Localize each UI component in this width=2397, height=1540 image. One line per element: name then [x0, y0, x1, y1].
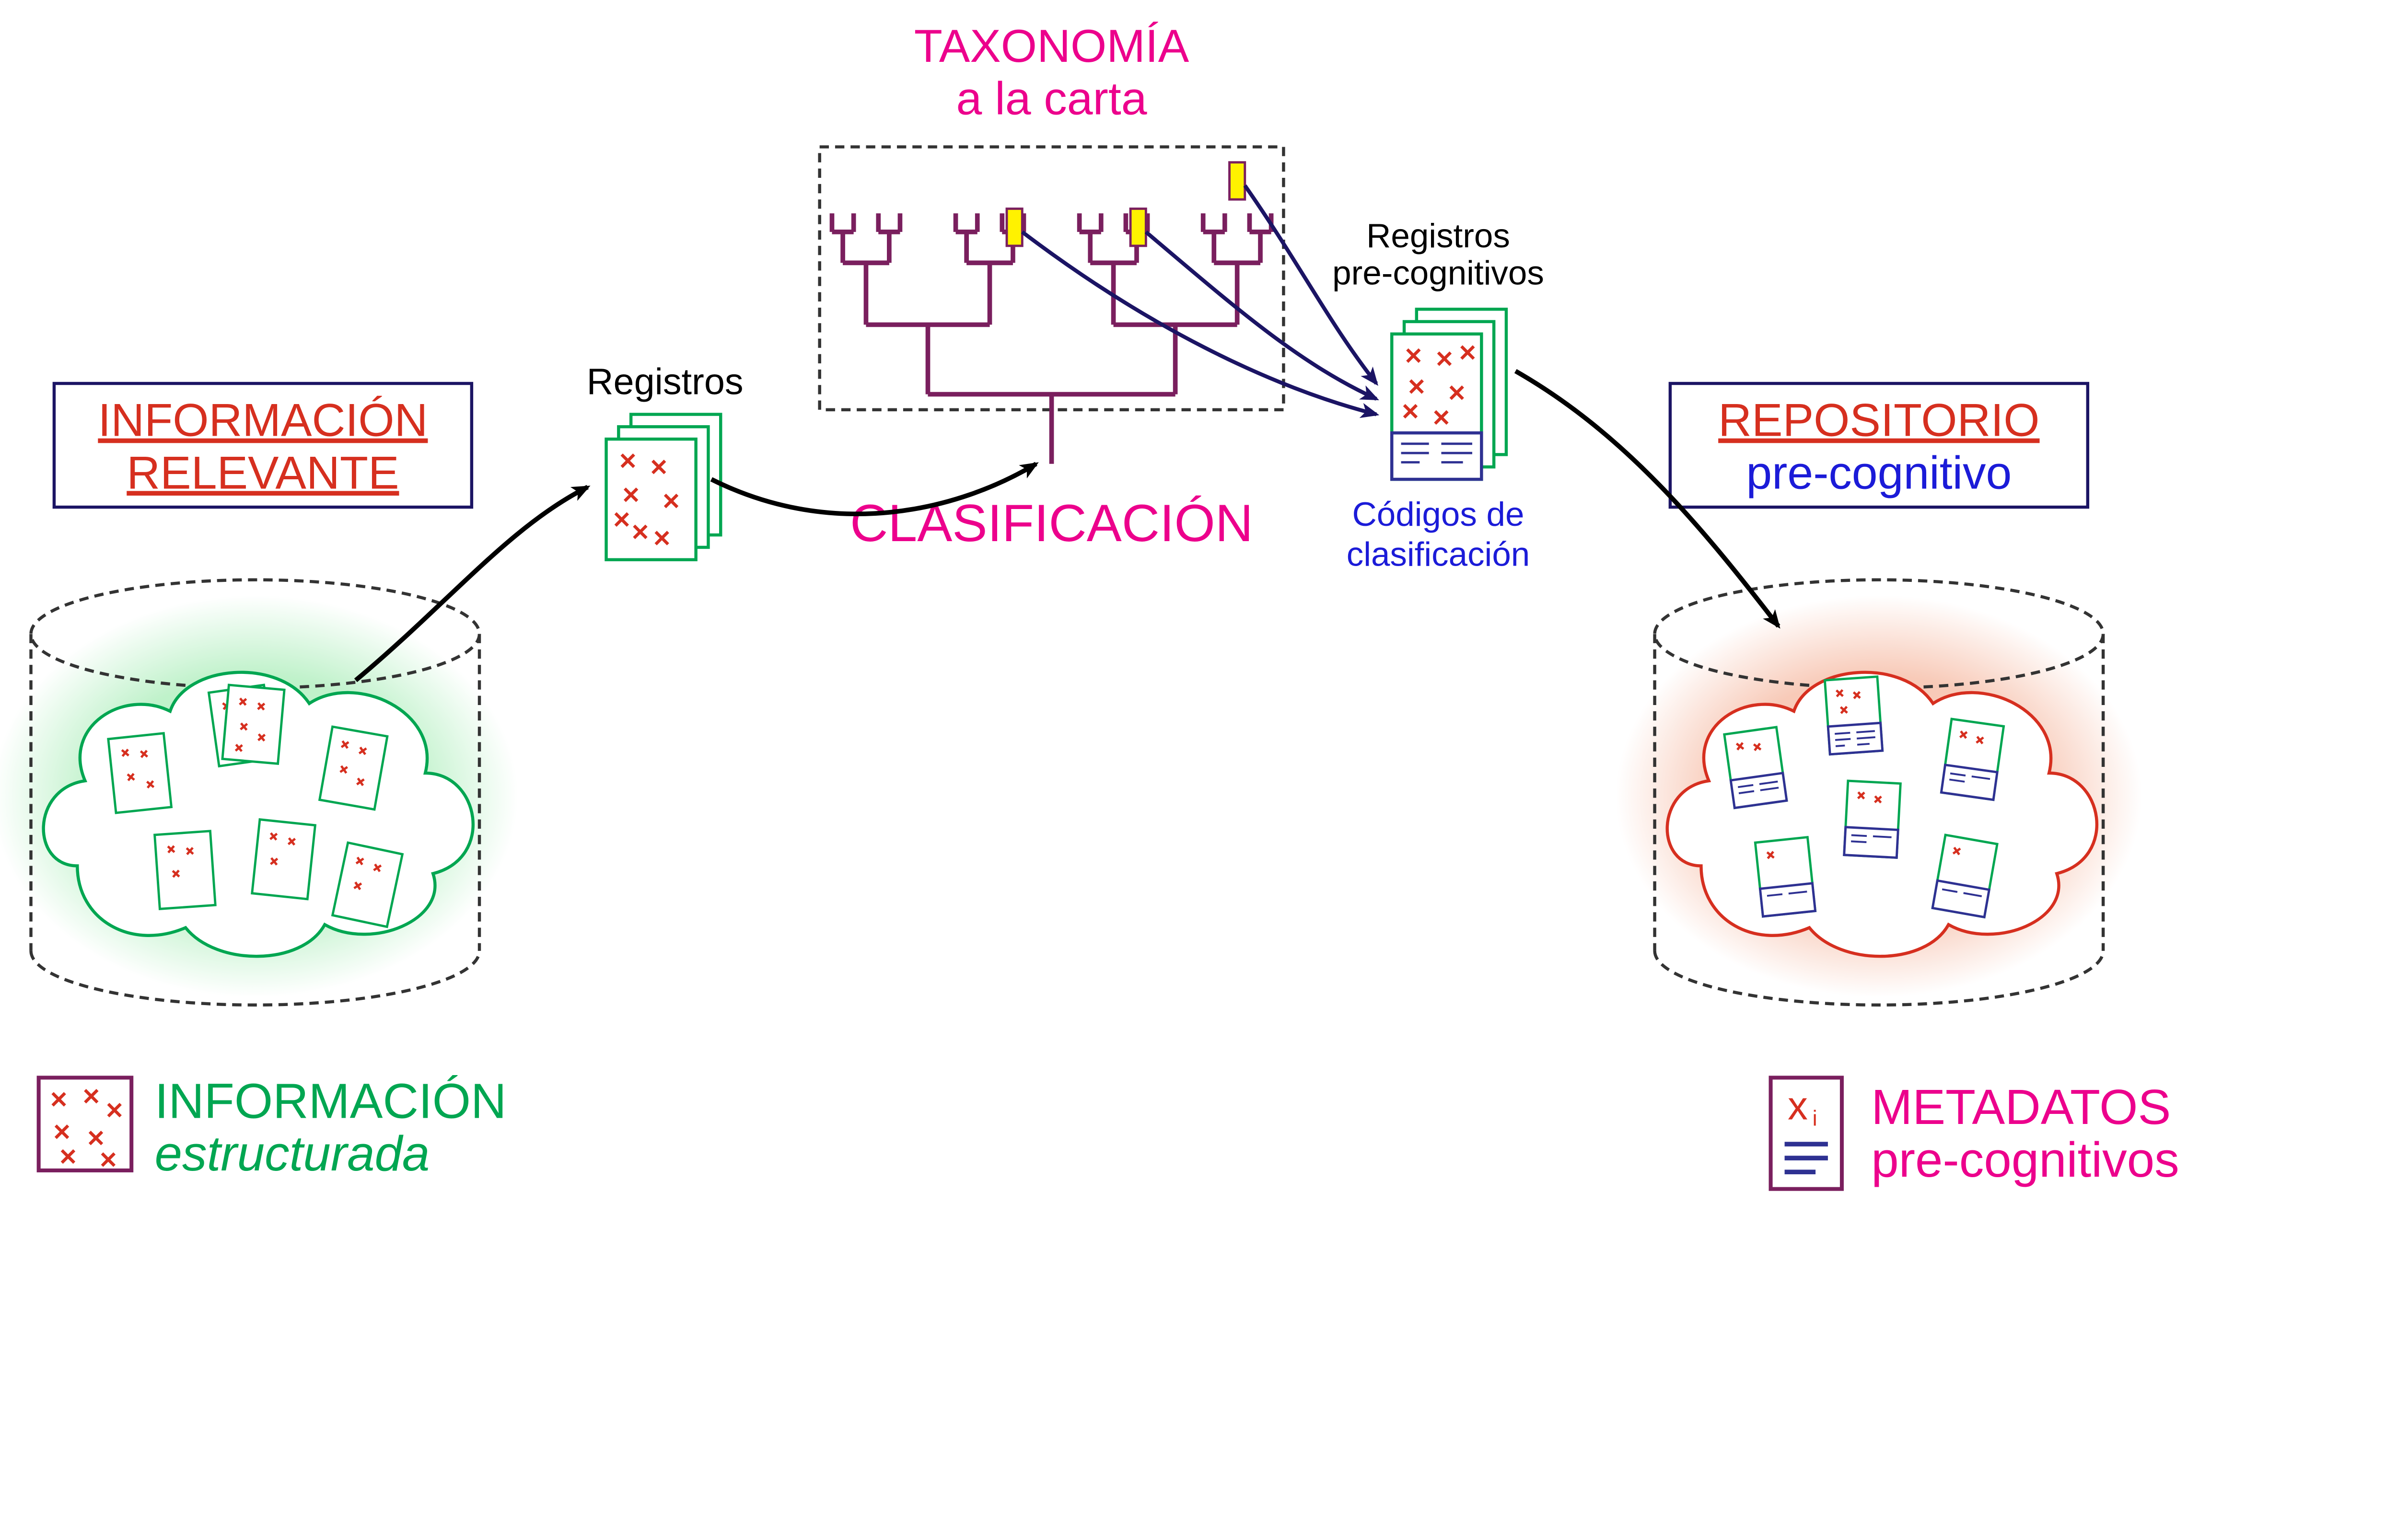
left-box-line2: RELEVANTE	[127, 446, 399, 498]
registros-pre-stack	[1392, 309, 1506, 479]
taxonomy-box	[820, 147, 1284, 409]
codigos-label: Códigos de clasificación	[1347, 496, 1530, 574]
svg-text:pre-cognitivos: pre-cognitivos	[1332, 255, 1544, 292]
registros-pre-label: Registros pre-cognitivos	[1332, 217, 1544, 292]
legend-right: x i METADATOS pre-cognitivos	[1771, 1077, 2179, 1189]
diagram-root: INFORMACIÓN RELEVANTE REPOSITORIO pre-co…	[0, 0, 2397, 1268]
svg-text:pre-cognitivos: pre-cognitivos	[1871, 1132, 2179, 1187]
svg-text:a la carta: a la carta	[956, 72, 1147, 125]
svg-text:estructurada: estructurada	[155, 1126, 430, 1181]
legend-left: INFORMACIÓN estructurada	[39, 1073, 507, 1181]
svg-text:TAXONOMÍA: TAXONOMÍA	[914, 20, 1189, 72]
svg-text:clasificación: clasificación	[1347, 536, 1530, 574]
svg-text:Códigos de: Códigos de	[1352, 496, 1524, 533]
taxonomia-title: TAXONOMÍA a la carta	[914, 20, 1189, 125]
right-box-line2: pre-cognitivo	[1746, 446, 2012, 498]
left-label-box: INFORMACIÓN RELEVANTE	[54, 383, 472, 507]
taxonomy-leaf-highlight	[1007, 208, 1022, 245]
left-cylinder	[0, 580, 518, 1005]
svg-text:Registros: Registros	[1366, 217, 1510, 255]
right-box-line1: REPOSITORIO	[1718, 394, 2039, 446]
svg-text:x: x	[1788, 1083, 1808, 1128]
left-box-line1: INFORMACIÓN	[98, 394, 428, 446]
svg-text:METADATOS: METADATOS	[1871, 1079, 2171, 1135]
registros-label: Registros	[587, 361, 744, 403]
taxonomy-tree	[832, 213, 1271, 464]
svg-text:i: i	[1813, 1106, 1817, 1130]
svg-text:INFORMACIÓN: INFORMACIÓN	[155, 1073, 507, 1128]
arrow-cloud-to-registros	[356, 487, 588, 680]
right-cylinder	[1616, 580, 2142, 1005]
clasificacion-label: CLASIFICACIÓN	[850, 494, 1253, 553]
registros-stack	[606, 415, 721, 560]
taxonomy-leaf-highlight	[1230, 162, 1245, 199]
right-label-box: REPOSITORIO pre-cognitivo	[1670, 383, 2088, 507]
taxonomy-leaf-highlight	[1130, 208, 1146, 245]
